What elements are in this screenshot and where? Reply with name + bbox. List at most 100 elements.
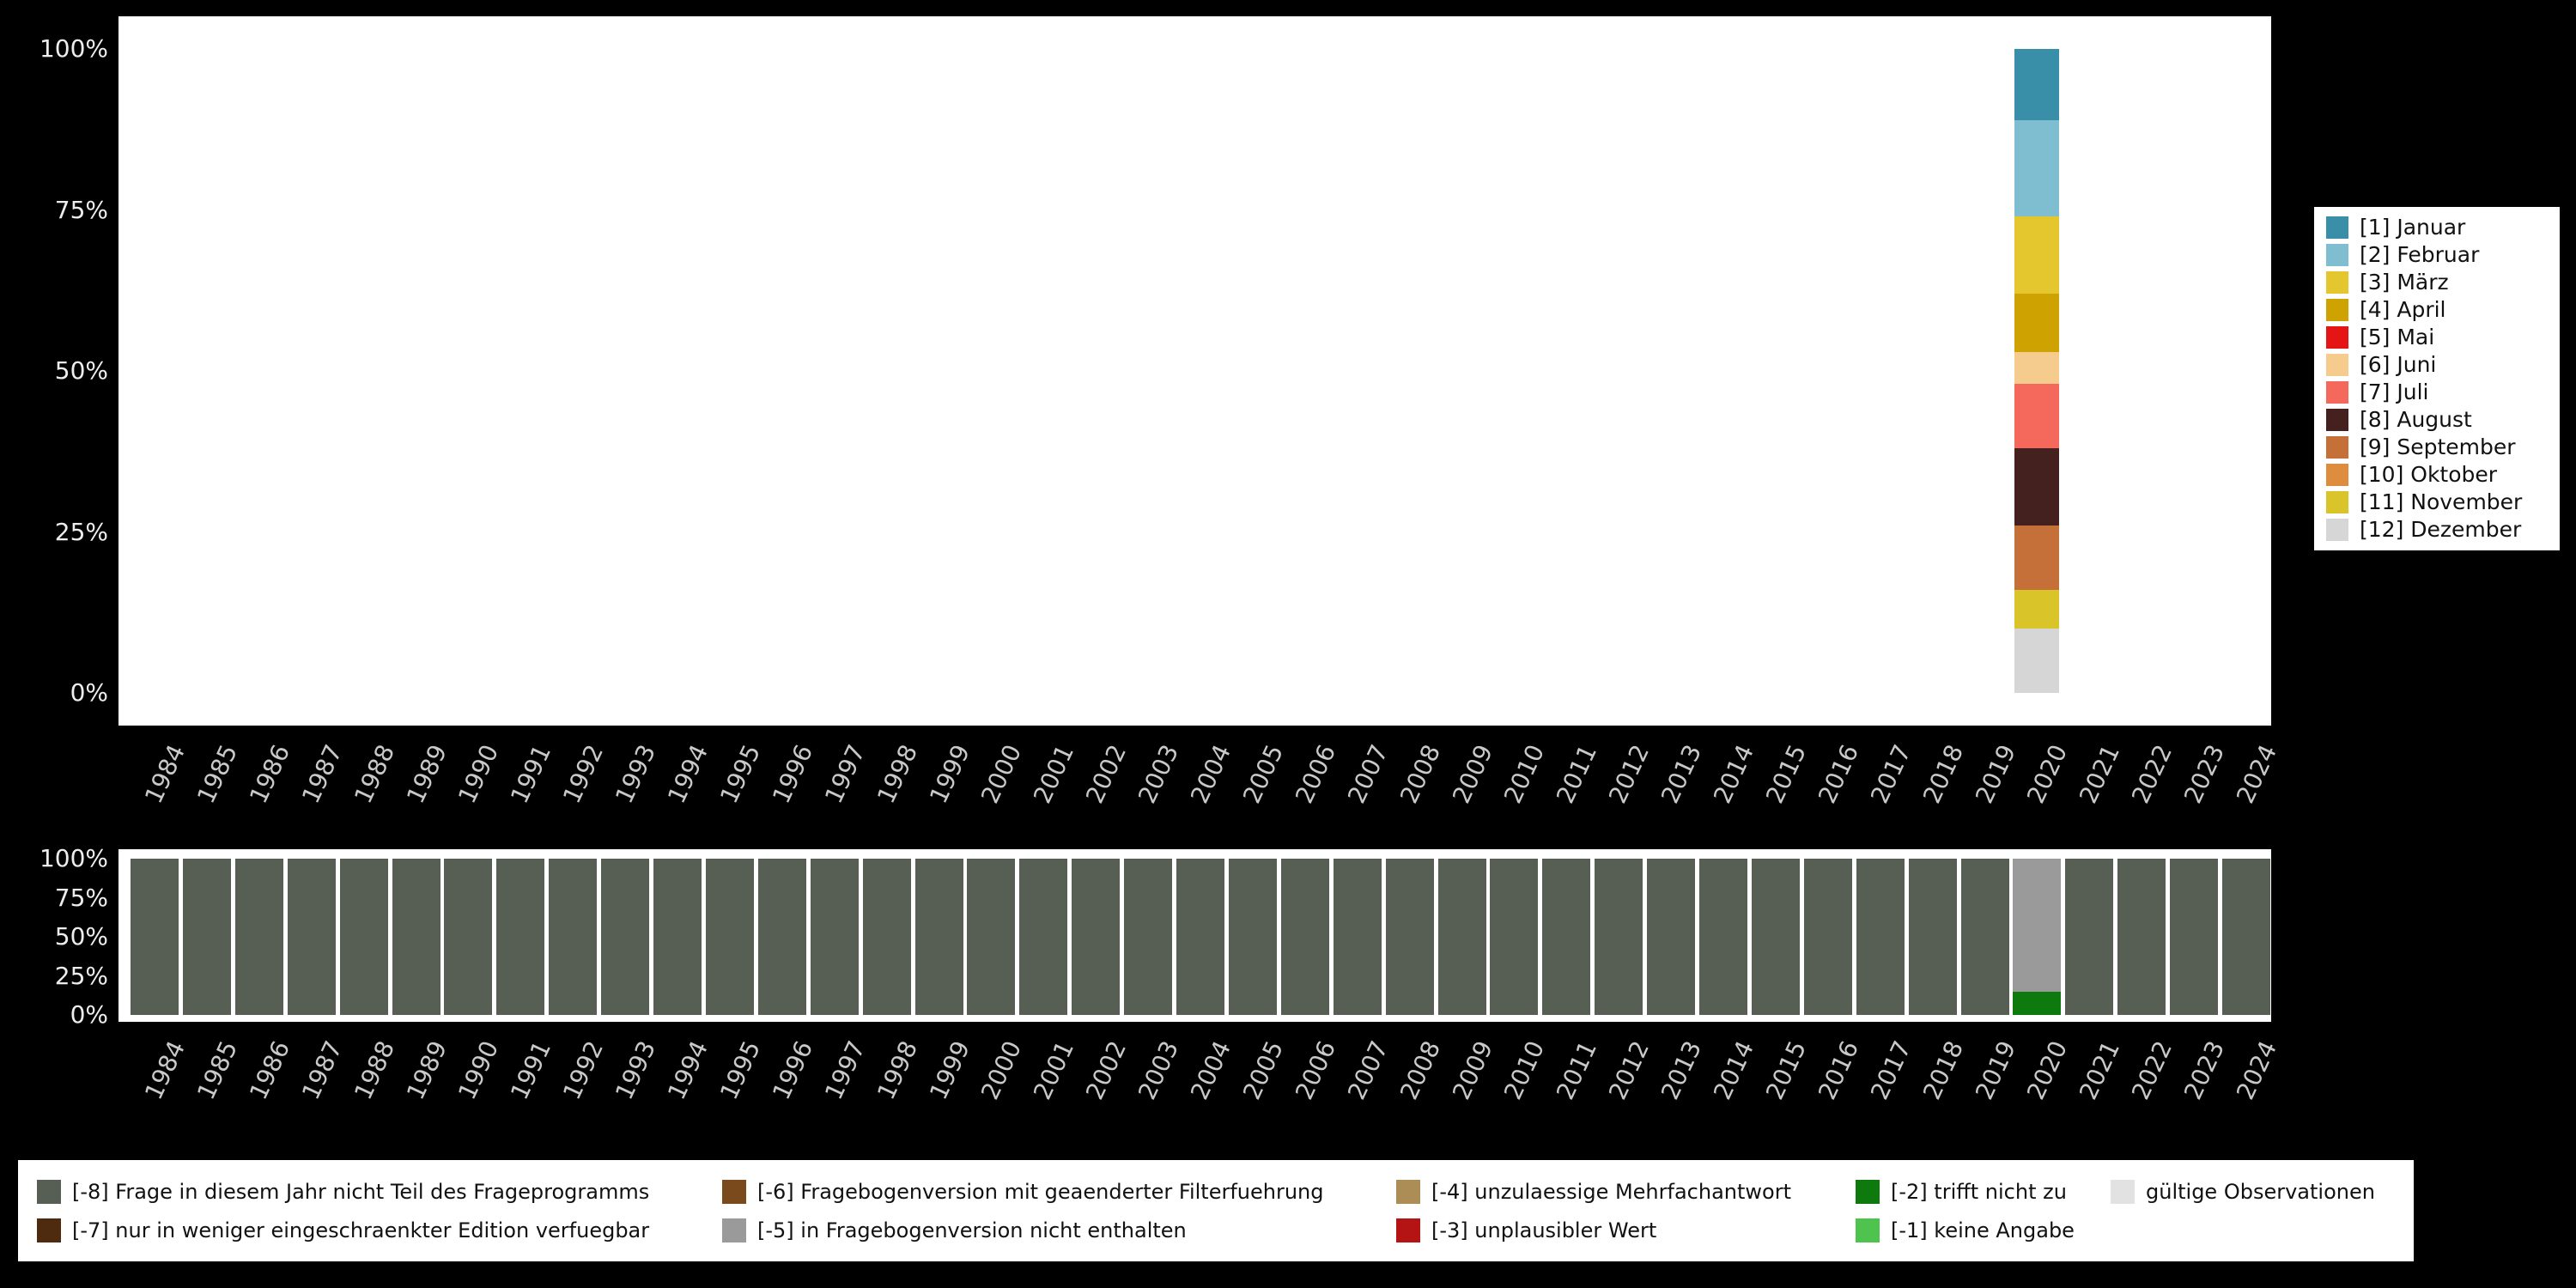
stacked-bar-segment (287, 859, 336, 1015)
legend-item: [8] August (2326, 408, 2548, 432)
legend-label: [4] April (2360, 297, 2446, 322)
legend-label: [-1] keine Angabe (1891, 1218, 2075, 1242)
legend-label: [1] Januar (2360, 215, 2466, 240)
stacked-bar-segment (2013, 859, 2062, 992)
stacked-bar-segment (1333, 859, 1382, 1015)
legend-color-swatch (2326, 354, 2348, 376)
legend-label: [7] Juli (2360, 380, 2429, 404)
y-axis-tick-label: 100% (39, 34, 108, 63)
stacked-bar-segment (1228, 859, 1277, 1015)
stacked-bar-segment (2222, 859, 2270, 1015)
stacked-bar-segment (131, 859, 179, 1015)
stacked-bar-segment (1385, 859, 1434, 1015)
stacked-bar-segment (653, 859, 702, 1015)
legend-label: [6] Juni (2360, 352, 2437, 377)
legend-label: [8] August (2360, 407, 2472, 432)
legend-item: [-3] unplausibler Wert (1396, 1218, 1856, 1242)
stacked-bar-segment (2117, 859, 2166, 1015)
y-axis-tick-label: 25% (54, 517, 108, 546)
y-axis-tick-label: 50% (54, 356, 108, 385)
stacked-bar-segment (1176, 859, 1224, 1015)
stacked-bar-segment (2014, 351, 2060, 384)
legend-item: [10] Oktober (2326, 463, 2548, 487)
stacked-bar-segment (339, 859, 388, 1015)
stacked-bar-segment (444, 859, 493, 1015)
legend-label: [-4] unzulaessige Mehrfachantwort (1431, 1179, 1791, 1204)
stacked-bar-segment (2014, 526, 2060, 590)
legend-label: [5] Mai (2360, 325, 2435, 349)
legend-color-swatch (1856, 1218, 1880, 1242)
legend-color-swatch (2326, 326, 2348, 349)
stacked-bar-segment (2014, 49, 2060, 120)
legend-label: [11] November (2360, 489, 2523, 514)
legend-item: [6] Juni (2326, 353, 2548, 377)
legend-label: [12] Dezember (2360, 517, 2522, 542)
legend-item: [4] April (2326, 298, 2548, 322)
y-axis-tick-label: 0% (70, 1000, 108, 1029)
legend-item: [-4] unzulaessige Mehrfachantwort (1396, 1179, 1856, 1204)
y-axis-tick-label: 75% (54, 195, 108, 224)
legend-color-swatch (2326, 244, 2348, 266)
legend-color-swatch (2326, 436, 2348, 459)
stacked-bar-segment (1490, 859, 1539, 1015)
legend-item: [11] November (2326, 490, 2548, 514)
legend-color-swatch (2326, 381, 2348, 404)
legend-color-swatch (2326, 271, 2348, 294)
missing-chart-y-axis: 100% 75% 50% 25% 0% (0, 844, 108, 1028)
stacked-bar-segment (2014, 216, 2060, 294)
legend-color-swatch (722, 1179, 746, 1204)
missing-values-plot (118, 849, 2271, 1022)
month-distribution-plot (118, 16, 2271, 726)
stacked-bar-segment (234, 859, 283, 1015)
legend-item: [-7] nur in weniger eingeschraenkter Edi… (37, 1218, 722, 1242)
legend-label: [-5] in Fragebogenversion nicht enthalte… (757, 1218, 1187, 1242)
legend-item: [-1] keine Angabe (1856, 1218, 2111, 1242)
legend-color-swatch (2326, 491, 2348, 513)
month-legend: [1] Januar [2] Februar [3] März [4] April [5… (2312, 205, 2561, 552)
month-chart-x-axis: 1984 1985 1986 1987 1988 1989 1990 1991 1992 1993… (118, 734, 2282, 850)
stacked-bar-segment (2014, 448, 2060, 526)
legend-color-swatch (1396, 1218, 1420, 1242)
stacked-bar-segment (2014, 294, 2060, 352)
y-axis-tick-label: 0% (70, 678, 108, 707)
stacked-bar-segment (757, 859, 806, 1015)
stacked-bar-segment (2170, 859, 2219, 1015)
legend-color-swatch (2111, 1179, 2135, 1204)
legend-color-swatch (2326, 409, 2348, 431)
legend-color-swatch (2326, 216, 2348, 239)
stacked-bar-segment (705, 859, 754, 1015)
legend-color-swatch (722, 1218, 746, 1242)
stacked-bar-segment (2065, 859, 2114, 1015)
missing-values-legend: [-8] Frage in diesem Jahr nicht Teil des… (16, 1158, 2415, 1263)
y-axis-tick-label: 25% (54, 961, 108, 990)
stacked-bar-segment (1699, 859, 1747, 1015)
stacked-bar-segment (1908, 859, 1957, 1015)
stacked-bar-segment (967, 859, 1016, 1015)
legend-item: [3] März (2326, 270, 2548, 295)
legend-item: [-8] Frage in diesem Jahr nicht Teil des… (37, 1179, 722, 1204)
month-chart-y-axis: 100% 75% 50% 25% 0% (0, 16, 108, 726)
stacked-bar-segment (392, 859, 440, 1015)
legend-color-swatch (2326, 519, 2348, 541)
y-axis-tick-label: 75% (54, 883, 108, 912)
legend-label: [10] Oktober (2360, 462, 2498, 487)
legend-color-swatch (37, 1179, 61, 1204)
legend-color-swatch (2326, 299, 2348, 321)
stacked-bar-segment (862, 859, 911, 1015)
legend-color-swatch (1396, 1179, 1420, 1204)
y-axis-tick-label: 100% (39, 844, 108, 872)
legend-item: gültige Observationen (2111, 1179, 2395, 1204)
legend-label: [-6] Fragebogenversion mit geaenderter F… (757, 1179, 1324, 1204)
legend-item: [1] Januar (2326, 216, 2548, 240)
stacked-bar-segment (1803, 859, 1852, 1015)
legend-label: [-2] trifft nicht zu (1891, 1179, 2067, 1204)
legend-item: [2] Februar (2326, 243, 2548, 267)
stacked-bar-segment (1019, 859, 1068, 1015)
stacked-bar-segment (2014, 119, 2060, 216)
legend-label: [3] März (2360, 270, 2449, 295)
legend-item: [-5] in Fragebogenversion nicht enthalte… (722, 1218, 1396, 1242)
stacked-bar-segment (2014, 629, 2060, 693)
stacked-bar-segment (1124, 859, 1173, 1015)
legend-color-swatch (1856, 1179, 1880, 1204)
stacked-bar-segment (1072, 859, 1121, 1015)
